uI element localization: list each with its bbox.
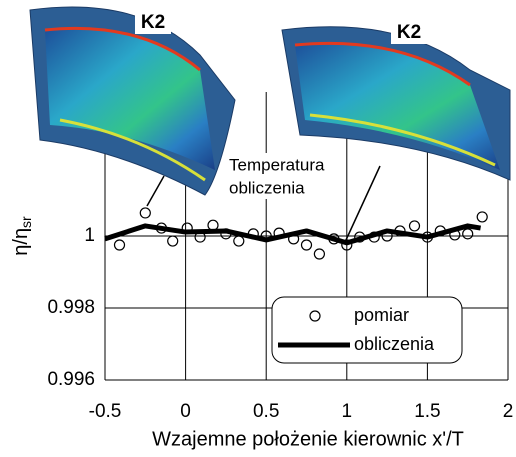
- y-axis-label: η/ηsr: [10, 216, 33, 256]
- x-tick-label: 2: [503, 401, 514, 422]
- image-label: K2: [397, 22, 421, 43]
- annotation: Temperatura: [229, 155, 325, 174]
- y-tick-label: 0.996: [47, 369, 95, 390]
- x-axis-label: Wzajemne położenie kierownic x'/T: [152, 428, 464, 450]
- y-axis-label-main: η/η: [10, 228, 32, 256]
- x-tick-label: 0: [180, 401, 191, 422]
- data-point: [341, 239, 353, 251]
- cfd-image-right: [281, 26, 511, 181]
- data-point: [113, 239, 126, 251]
- image-label-box: [391, 20, 427, 44]
- image-label-box: [135, 10, 171, 34]
- x-tick-label: 1.5: [414, 401, 440, 422]
- annotation-arrow: [345, 165, 381, 241]
- x-tick-label: -0.5: [89, 401, 122, 422]
- x-tick-label: 0.5: [253, 401, 279, 422]
- data-point: [462, 228, 474, 240]
- data-point: [313, 248, 325, 260]
- y-tick-label: 1: [84, 225, 95, 246]
- data-line: [104, 223, 482, 246]
- legend-symbol: [309, 310, 321, 322]
- annotation-arrow: [146, 175, 165, 207]
- cfd-image-left: [29, 6, 236, 196]
- data-point: [207, 219, 219, 231]
- x-tick-label: 1: [342, 401, 353, 422]
- data-point: [408, 220, 421, 232]
- y-tick-label: 0.998: [47, 297, 95, 318]
- image-label: K2: [141, 12, 165, 33]
- data-point: [139, 207, 151, 219]
- data-point: [300, 239, 313, 251]
- data-point: [476, 211, 488, 223]
- y-axis-label-sub: sr: [18, 216, 34, 228]
- legend-label: pomiar: [354, 305, 409, 325]
- annotation: obliczenia: [229, 178, 305, 197]
- data-point: [167, 235, 179, 247]
- data-point: [233, 235, 245, 247]
- annotation-box: [226, 153, 336, 199]
- legend-label: obliczenia: [354, 334, 435, 354]
